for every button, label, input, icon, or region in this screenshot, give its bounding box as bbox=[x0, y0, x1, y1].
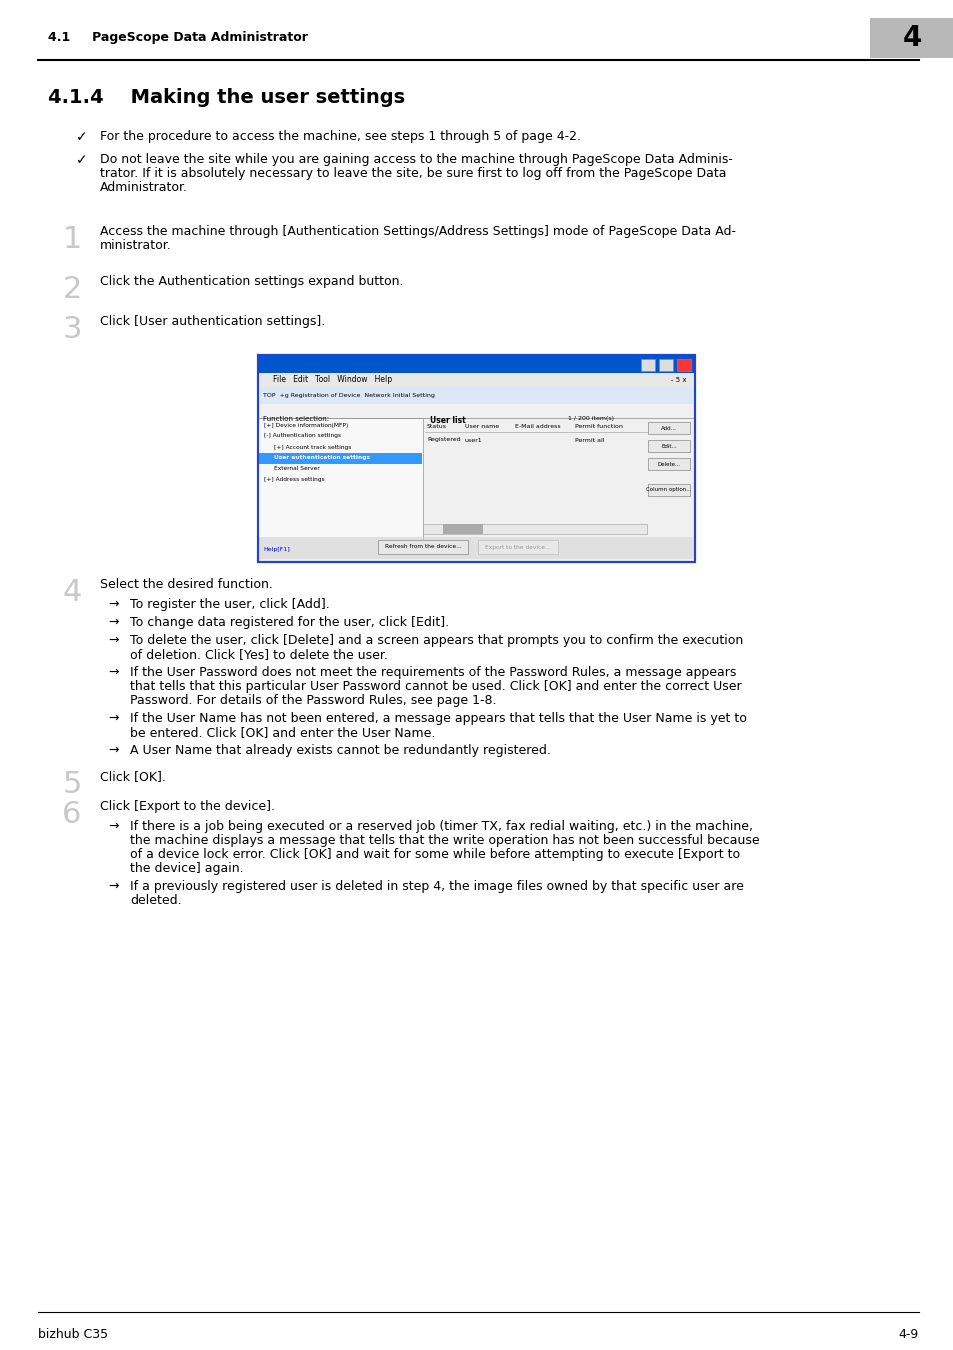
Text: user1: user1 bbox=[464, 437, 482, 443]
Text: Status: Status bbox=[427, 424, 447, 428]
Text: 4: 4 bbox=[902, 24, 921, 53]
Text: Add...: Add... bbox=[660, 425, 677, 431]
Text: User authentication settings: User authentication settings bbox=[274, 455, 370, 460]
Text: →: → bbox=[109, 744, 119, 757]
Text: To delete the user, click [Delete] and a screen appears that prompts you to conf: To delete the user, click [Delete] and a… bbox=[130, 634, 742, 647]
Text: If there is a job being executed or a reserved job (timer TX, fax redial waiting: If there is a job being executed or a re… bbox=[130, 819, 752, 833]
Bar bbox=[640, 359, 655, 371]
Text: For the procedure to access the machine, see steps 1 through 5 of page 4-2.: For the procedure to access the machine,… bbox=[100, 130, 580, 143]
Text: 2: 2 bbox=[62, 275, 82, 304]
Text: External Server: External Server bbox=[274, 467, 319, 471]
Text: of deletion. Click [Yes] to delete the user.: of deletion. Click [Yes] to delete the u… bbox=[130, 648, 388, 662]
Text: →: → bbox=[109, 819, 119, 833]
Text: To register the user, click [Add].: To register the user, click [Add]. bbox=[130, 598, 330, 612]
Bar bbox=[442, 524, 482, 535]
Text: bizhub C35: bizhub C35 bbox=[38, 1328, 108, 1341]
Text: Refresh from the device...: Refresh from the device... bbox=[384, 544, 461, 549]
Bar bbox=[257, 537, 695, 559]
Text: Function selection:: Function selection: bbox=[263, 416, 329, 423]
Bar bbox=[677, 359, 690, 371]
Text: →: → bbox=[109, 616, 119, 629]
Text: To change data registered for the user, click [Edit].: To change data registered for the user, … bbox=[130, 616, 449, 629]
Bar bbox=[257, 355, 695, 373]
Text: If the User Name has not been entered, a message appears that tells that the Use: If the User Name has not been entered, a… bbox=[130, 711, 746, 725]
Text: →: → bbox=[109, 598, 119, 612]
Text: User name: User name bbox=[464, 424, 498, 428]
Bar bbox=[257, 373, 695, 387]
Bar bbox=[257, 387, 695, 404]
Bar bbox=[647, 423, 689, 433]
Text: A User Name that already exists cannot be redundantly registered.: A User Name that already exists cannot b… bbox=[130, 744, 550, 757]
Text: of a device lock error. Click [OK] and wait for some while before attempting to : of a device lock error. Click [OK] and w… bbox=[130, 848, 740, 861]
Bar bbox=[257, 355, 695, 562]
Text: →: → bbox=[109, 634, 119, 647]
Bar bbox=[869, 18, 953, 58]
Text: the machine displays a message that tells that the write operation has not been : the machine displays a message that tell… bbox=[130, 834, 759, 846]
Text: 1 / 200 item(s): 1 / 200 item(s) bbox=[567, 416, 614, 421]
Text: 4.1     PageScope Data Administrator: 4.1 PageScope Data Administrator bbox=[48, 31, 308, 45]
Bar bbox=[659, 359, 672, 371]
Text: [+] Device information(MFP): [+] Device information(MFP) bbox=[264, 423, 348, 428]
Text: User list: User list bbox=[430, 416, 465, 425]
Text: ✓: ✓ bbox=[76, 153, 88, 167]
Text: that tells that this particular User Password cannot be used. Click [OK] and ent: that tells that this particular User Pas… bbox=[130, 680, 740, 693]
Text: Click the Authentication settings expand button.: Click the Authentication settings expand… bbox=[100, 275, 403, 288]
Bar bbox=[647, 485, 689, 495]
Text: Password. For details of the Password Rules, see page 1-8.: Password. For details of the Password Ru… bbox=[130, 694, 496, 707]
Text: 3: 3 bbox=[62, 315, 82, 344]
Bar bbox=[477, 540, 558, 553]
Text: →: → bbox=[109, 711, 119, 725]
Text: Permit function: Permit function bbox=[575, 424, 622, 428]
Bar bbox=[257, 355, 695, 562]
Text: 4.1.4    Making the user settings: 4.1.4 Making the user settings bbox=[48, 88, 405, 107]
Text: 4-9: 4-9 bbox=[898, 1328, 918, 1341]
Text: →: → bbox=[109, 880, 119, 892]
Text: [-] Authentication settings: [-] Authentication settings bbox=[264, 433, 340, 439]
Text: Click [Export to the device].: Click [Export to the device]. bbox=[100, 801, 274, 813]
Bar bbox=[647, 440, 689, 452]
Text: Help[F1]: Help[F1] bbox=[263, 547, 290, 552]
Text: 1: 1 bbox=[62, 225, 82, 254]
Text: →: → bbox=[109, 666, 119, 679]
Text: ✓: ✓ bbox=[76, 130, 88, 144]
Text: Edit...: Edit... bbox=[660, 444, 677, 448]
Text: [+] Account track settings: [+] Account track settings bbox=[274, 444, 351, 450]
Bar bbox=[377, 540, 468, 553]
Text: E-Mail address: E-Mail address bbox=[515, 424, 560, 428]
Text: Column option...: Column option... bbox=[645, 487, 691, 493]
Bar bbox=[422, 524, 646, 535]
Text: Permit all: Permit all bbox=[575, 437, 604, 443]
Text: Do not leave the site while you are gaining access to the machine through PageSc: Do not leave the site while you are gain… bbox=[100, 153, 732, 166]
Text: Access the machine through [Authentication Settings/Address Settings] mode of Pa: Access the machine through [Authenticati… bbox=[100, 225, 735, 238]
Text: File   Edit   Tool   Window   Help: File Edit Tool Window Help bbox=[273, 375, 392, 385]
Text: [+] Address settings: [+] Address settings bbox=[264, 478, 324, 482]
Text: TOP  +g Registration of Device  Network Initial Setting: TOP +g Registration of Device Network In… bbox=[263, 393, 435, 398]
Text: Administrator.: Administrator. bbox=[100, 181, 188, 194]
Text: the device] again.: the device] again. bbox=[130, 863, 243, 875]
Text: Click [User authentication settings].: Click [User authentication settings]. bbox=[100, 315, 325, 328]
Text: Export to the device...: Export to the device... bbox=[485, 544, 550, 549]
Text: Registered: Registered bbox=[427, 437, 460, 443]
Text: 4: 4 bbox=[62, 578, 82, 608]
Bar bbox=[647, 458, 689, 470]
Text: trator. If it is absolutely necessary to leave the site, be sure first to log of: trator. If it is absolutely necessary to… bbox=[100, 167, 726, 180]
Text: deleted.: deleted. bbox=[130, 894, 181, 907]
Text: ministrator.: ministrator. bbox=[100, 239, 172, 252]
Text: 5: 5 bbox=[62, 769, 82, 799]
Text: Delete...: Delete... bbox=[657, 462, 679, 467]
Text: If the User Password does not meet the requirements of the Password Rules, a mes: If the User Password does not meet the r… bbox=[130, 666, 736, 679]
Text: - 5 x: - 5 x bbox=[671, 377, 686, 383]
Text: be entered. Click [OK] and enter the User Name.: be entered. Click [OK] and enter the Use… bbox=[130, 726, 435, 738]
Text: Select the desired function.: Select the desired function. bbox=[100, 578, 273, 591]
Text: If a previously registered user is deleted in step 4, the image files owned by t: If a previously registered user is delet… bbox=[130, 880, 743, 892]
Text: Click [OK].: Click [OK]. bbox=[100, 769, 166, 783]
Bar bbox=[257, 418, 422, 540]
Bar bbox=[258, 454, 421, 464]
Text: 6: 6 bbox=[62, 801, 82, 829]
